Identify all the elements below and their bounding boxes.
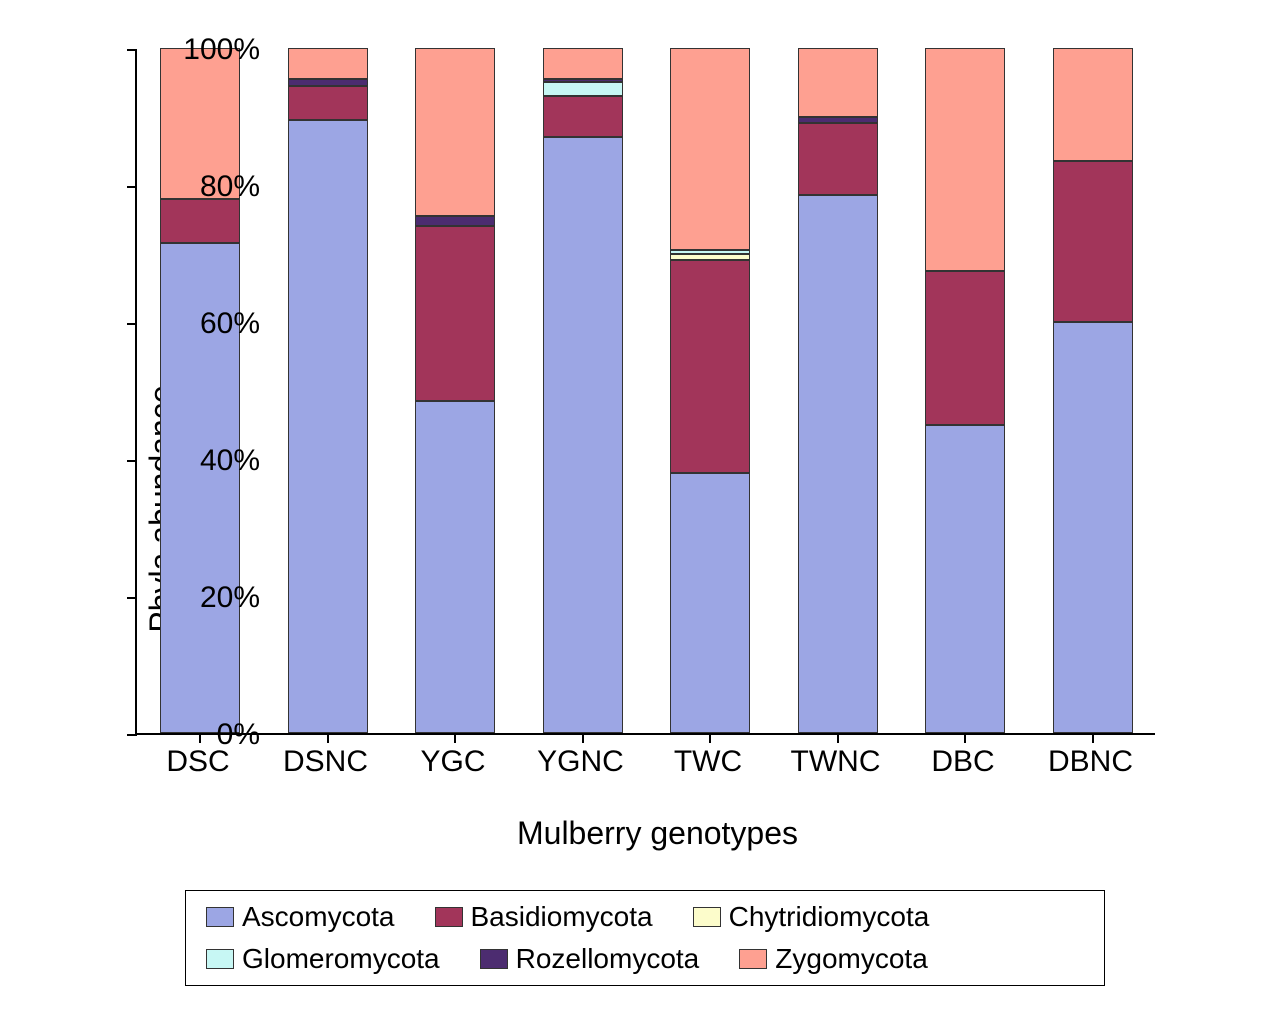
legend-swatch [480,949,508,969]
legend-label: Rozellomycota [516,943,700,975]
y-tick-label: 40% [200,444,260,478]
legend-label: Chytridiomycota [729,901,930,933]
bar-segment [670,260,750,472]
bar-segment [543,96,623,137]
legend-swatch [206,907,234,927]
x-tick [964,733,966,743]
bar-segment [798,48,878,117]
bar-group [925,48,1005,733]
bar-group [160,48,240,733]
y-tick-label: 80% [200,170,260,204]
x-tick [199,733,201,743]
legend-item: Rozellomycota [480,943,700,975]
legend-swatch [435,907,463,927]
x-tick-label: DSNC [283,745,368,779]
bar-segment [415,226,495,401]
bar-segment [543,137,623,733]
x-tick-label: DBNC [1048,745,1133,779]
bar-segment [415,48,495,216]
bar-segment [925,425,1005,733]
x-tick-label: YGC [420,745,485,779]
y-tick [127,323,137,325]
x-tick-label: TWNC [791,745,881,779]
bar-group [1053,48,1133,733]
bar-group [798,48,878,733]
bar-segment [1053,161,1133,322]
legend: Ascomycota Basidiomycota Chytridiomycota Gl… [185,890,1105,986]
legend-item: Basidiomycota [435,901,653,933]
x-axis-title: Mulberry genotypes [517,815,798,852]
legend-item: Glomeromycota [206,943,440,975]
bar-segment [415,401,495,733]
legend-label: Zygomycota [775,943,928,975]
x-tick [709,733,711,743]
x-tick [454,733,456,743]
bar-segment [670,48,750,250]
y-tick-label: 60% [200,307,260,341]
bar-segment [670,254,750,261]
bar-segment [1053,322,1133,733]
bar-segment [288,120,368,733]
bar-segment [288,79,368,86]
y-tick [127,186,137,188]
legend-swatch [739,949,767,969]
x-tick-label: TWC [674,745,742,779]
bar-segment [415,216,495,226]
legend-swatch [206,949,234,969]
bar-segment [543,79,623,82]
bar-segment [798,123,878,195]
y-tick [127,460,137,462]
x-tick [837,733,839,743]
bar-segment [798,117,878,124]
legend-label: Basidiomycota [471,901,653,933]
x-tick [1092,733,1094,743]
bar-segment [798,195,878,733]
legend-item: Zygomycota [739,943,928,975]
chart-container: Phyla abundance Mulberry genotypes Ascom… [20,20,1275,997]
bar-segment [160,199,240,244]
bar-segment [288,86,368,120]
bar-segment [288,48,368,79]
bar-segment [543,48,623,79]
bar-segment [670,250,750,253]
bar-segment [543,82,623,96]
bar-segment [670,473,750,733]
x-tick-label: YGNC [537,745,624,779]
x-tick-label: DBC [931,745,994,779]
legend-item: Ascomycota [206,901,395,933]
x-tick [327,733,329,743]
legend-label: Glomeromycota [242,943,440,975]
y-tick [127,734,137,736]
y-tick-label: 20% [200,581,260,615]
bar-group [543,48,623,733]
y-tick [127,597,137,599]
bar-group [288,48,368,733]
y-tick-label: 100% [183,33,260,67]
legend-swatch [693,907,721,927]
bar-group [670,48,750,733]
bar-group [415,48,495,733]
x-tick [582,733,584,743]
y-tick [127,49,137,51]
legend-item: Chytridiomycota [693,901,930,933]
bar-segment [925,271,1005,425]
x-tick-label: DSC [166,745,229,779]
plot-area [135,50,1155,735]
bar-segment [1053,48,1133,161]
legend-label: Ascomycota [242,901,395,933]
bar-segment [925,48,1005,271]
